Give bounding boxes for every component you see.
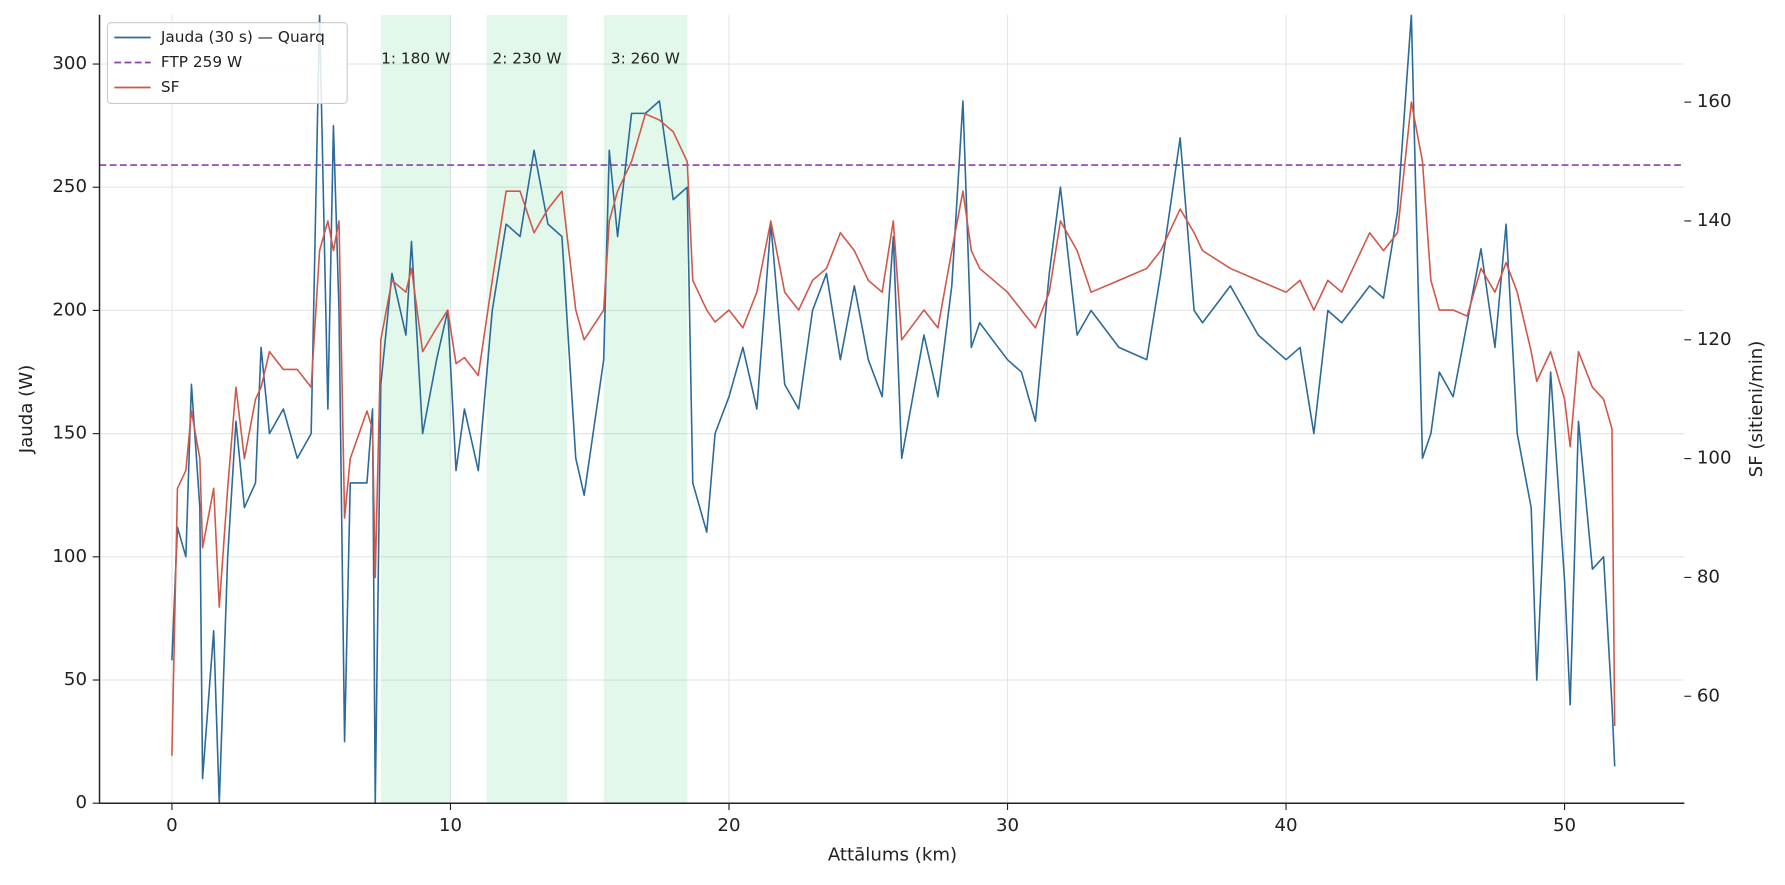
legend-label: FTP 259 W	[161, 53, 242, 71]
x-tick-label: 30	[996, 815, 1019, 836]
legend-label: SF	[161, 78, 180, 96]
y-tick-label: 100	[52, 546, 87, 567]
y-tick-label: 50	[64, 669, 87, 690]
legend-box	[106, 22, 348, 104]
interval-region	[486, 14, 568, 804]
interval-label: 3: 260 W	[611, 50, 680, 68]
y2-tick-label: 120	[1697, 329, 1732, 350]
x-tick-label: 10	[439, 815, 462, 836]
plot-background	[99, 14, 1685, 804]
y2-tick-label: 140	[1697, 210, 1732, 231]
x-axis-label: Attālums (km)	[828, 844, 957, 865]
x-tick-label: 20	[717, 815, 740, 836]
interval-label: 2: 230 W	[493, 50, 562, 68]
series-line	[171, 101, 1616, 756]
y2-tick-label: 160	[1697, 91, 1732, 112]
y2-tick-label: 60	[1697, 685, 1720, 706]
x-tick-label: 0	[166, 815, 178, 836]
interval-region	[603, 14, 688, 804]
y-tick-label: 250	[52, 176, 87, 197]
y-tick-label: 0	[75, 792, 87, 813]
series-line	[171, 14, 1616, 804]
y2-axis-label: SF (sitieni/min)	[1746, 341, 1767, 478]
interval-label: 1: 180 W	[381, 50, 450, 68]
interval-region	[380, 14, 451, 804]
y2-tick-label: 80	[1697, 566, 1720, 587]
y2-tick-label: 100	[1697, 448, 1732, 469]
x-tick-label: 40	[1274, 815, 1297, 836]
y-tick-label: 150	[52, 423, 87, 444]
y-tick-label: 200	[52, 299, 87, 320]
legend-label: Jauda (30 s) — Quarq	[160, 28, 325, 46]
axes: 0 10 20 30 40 50 0 50 100 150 200 250 300 60 80 100 120 1…	[52, 14, 1732, 836]
y-tick-label: 300	[52, 53, 87, 74]
y-axis-label: Jauda (W)	[16, 365, 37, 455]
plot-area	[99, 14, 1685, 804]
x-tick-label: 50	[1553, 815, 1576, 836]
legend: Jauda (30 s) — Quarq FTP 259 W SF	[106, 22, 348, 104]
